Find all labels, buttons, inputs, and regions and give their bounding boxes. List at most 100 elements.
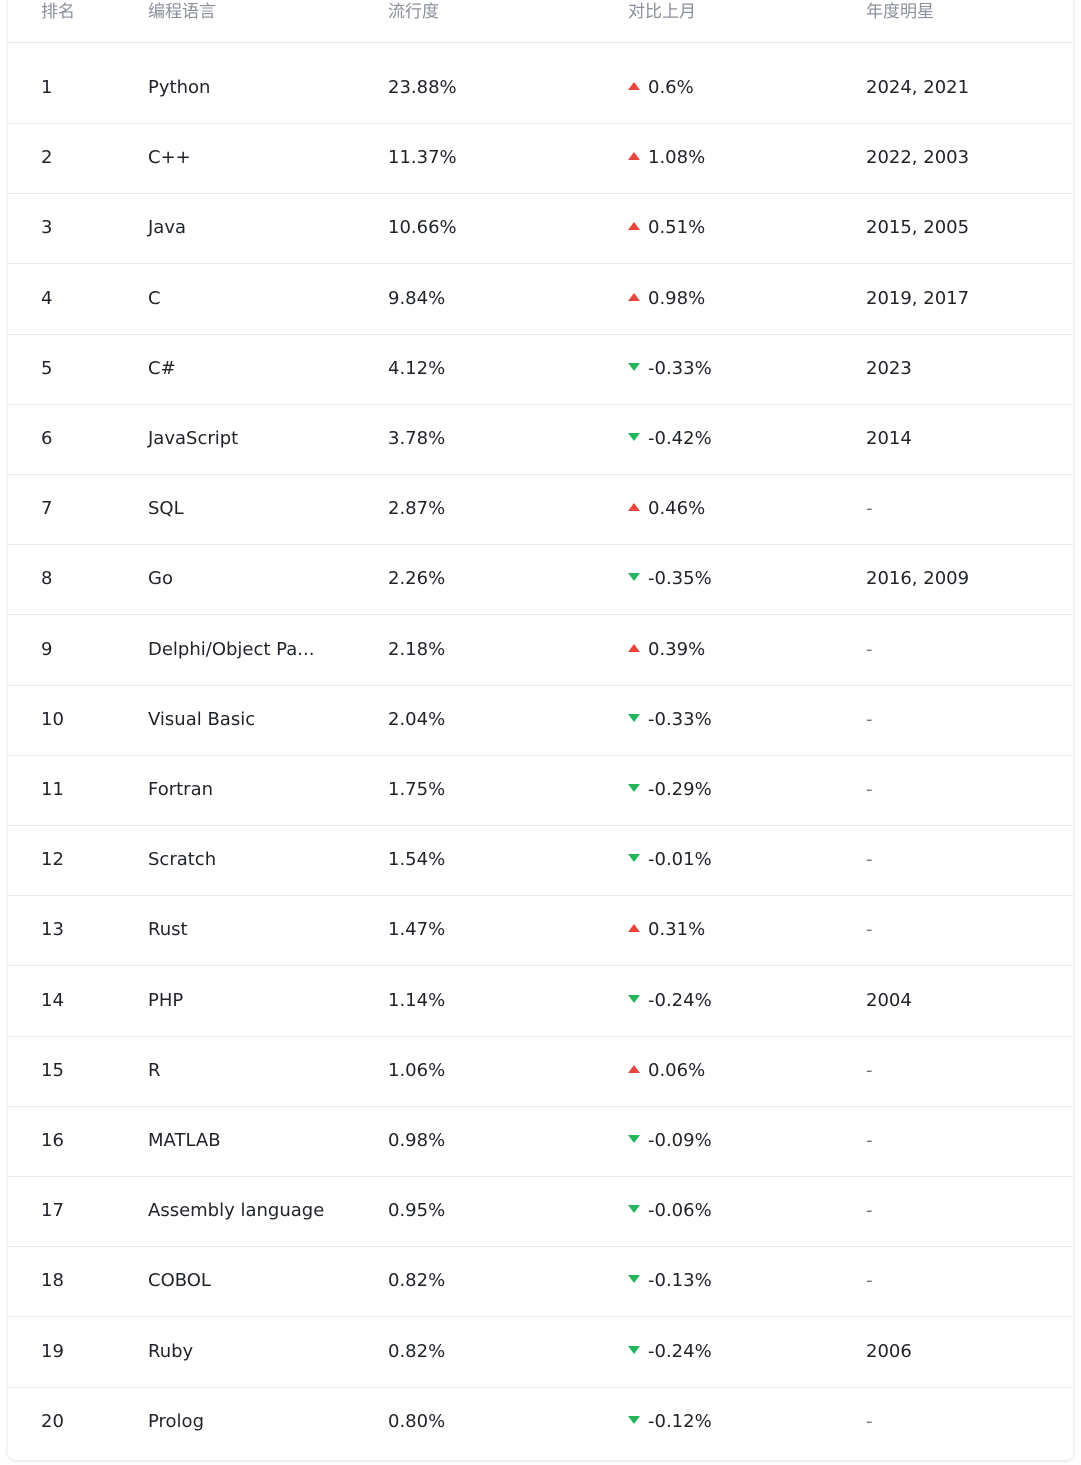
table-row[interactable]: 10 Visual Basic 2.04% -0.33% - <box>8 685 1073 756</box>
popularity-cell: 0.82% <box>388 1270 446 1292</box>
star-year-cell: - <box>866 1130 873 1151</box>
change-value: -0.09% <box>648 1130 712 1151</box>
triangle-down-icon <box>628 433 640 441</box>
popularity-cell: 1.54% <box>388 849 446 871</box>
triangle-up-icon <box>628 643 640 652</box>
language-cell: Assembly language <box>148 1200 325 1222</box>
language-cell: Prolog <box>148 1410 204 1432</box>
table-row[interactable]: 19 Ruby 0.82% -0.24% 2006 <box>8 1317 1073 1388</box>
language-cell: Python <box>148 77 211 98</box>
table-row[interactable]: 11 Fortran 1.75% -0.29% - <box>8 755 1073 826</box>
change-cell: -0.42% <box>628 404 712 474</box>
change-cell: -0.24% <box>628 966 712 1036</box>
change-cell: 0.39% <box>628 615 705 685</box>
table-row[interactable]: 5 C# 4.12% -0.33% 2023 <box>8 334 1073 405</box>
star-year-cell: - <box>866 498 873 520</box>
change-cell: -0.35% <box>628 544 712 614</box>
triangle-down-icon <box>628 1275 640 1284</box>
change-cell: -0.12% <box>628 1387 712 1457</box>
rank-cell: 8 <box>41 568 53 590</box>
change-value: -0.24% <box>648 1340 712 1362</box>
triangle-up-icon <box>628 152 640 161</box>
change-cell: -0.24% <box>628 1317 712 1387</box>
popularity-cell: 1.47% <box>388 919 446 941</box>
popularity-cell: 9.84% <box>388 287 446 309</box>
rank-cell: 12 <box>41 849 64 871</box>
change-cell: 1.08% <box>628 123 705 193</box>
rank-cell: 17 <box>41 1200 64 1222</box>
rank-cell: 13 <box>41 919 64 941</box>
header-language[interactable]: 编程语言 <box>148 2 216 22</box>
triangle-up-icon <box>628 503 640 512</box>
table-row[interactable]: 17 Assembly language 0.95% -0.06% - <box>8 1176 1073 1248</box>
change-value: -0.01% <box>648 849 712 871</box>
table-row[interactable]: 14 PHP 1.14% -0.24% 2004 <box>8 966 1073 1037</box>
star-year-cell: - <box>866 708 873 730</box>
popularity-cell: 0.80% <box>388 1410 446 1432</box>
change-cell: 0.51% <box>628 193 705 263</box>
triangle-down-icon <box>628 1345 640 1354</box>
table-row[interactable]: 12 Scratch 1.54% -0.01% - <box>8 825 1073 897</box>
table-row[interactable]: 16 MATLAB 0.98% -0.09% - <box>8 1106 1073 1177</box>
change-cell: 0.31% <box>628 895 705 965</box>
table-row[interactable]: 2 C++ 11.37% 1.08% 2022, 2003 <box>8 123 1073 195</box>
star-year-cell: - <box>866 849 873 871</box>
rank-cell: 20 <box>41 1410 64 1432</box>
table-row[interactable]: 8 Go 2.26% -0.35% 2016, 2009 <box>8 544 1073 616</box>
table-row[interactable]: 18 COBOL 0.82% -0.13% - <box>8 1246 1073 1318</box>
language-cell: JavaScript <box>148 428 239 449</box>
table-row[interactable]: 4 C 9.84% 0.98% 2019, 2017 <box>8 264 1073 335</box>
triangle-up-icon <box>628 222 640 231</box>
table-row[interactable]: 3 Java 10.66% 0.51% 2015, 2005 <box>8 193 1073 265</box>
rank-cell: 1 <box>41 77 53 98</box>
popularity-cell: 1.14% <box>388 989 446 1011</box>
triangle-down-icon <box>628 1415 640 1424</box>
popularity-cell: 0.82% <box>388 1340 446 1362</box>
table-row[interactable]: 1 Python 23.88% 0.6% 2024, 2021 <box>8 53 1073 124</box>
change-value: 0.46% <box>648 498 706 520</box>
change-value: 1.08% <box>648 147 706 169</box>
triangle-down-icon <box>628 713 640 722</box>
table-row[interactable]: 15 R 1.06% 0.06% - <box>8 1036 1073 1107</box>
ranking-table: 排名 编程语言 流行度 对比上月 年度明星 1 Python 23.88% 0.6% 2… <box>8 0 1073 1460</box>
language-cell: COBOL <box>148 1270 211 1292</box>
header-change[interactable]: 对比上月 <box>628 2 696 22</box>
language-cell: Ruby <box>148 1340 194 1362</box>
header-rank[interactable]: 排名 <box>41 2 75 22</box>
table-row[interactable]: 7 SQL 2.87% 0.46% - <box>8 474 1073 546</box>
popularity-cell: 2.26% <box>388 568 446 590</box>
popularity-cell: 10.66% <box>388 217 457 239</box>
triangle-down-icon <box>628 994 640 1003</box>
rank-cell: 7 <box>41 498 53 520</box>
star-year-cell: - <box>866 638 873 660</box>
table-row[interactable]: 20 Prolog 0.80% -0.12% - <box>8 1387 1073 1457</box>
change-value: -0.06% <box>648 1200 712 1222</box>
table-row[interactable]: 9 Delphi/Object Pa... 2.18% 0.39% - <box>8 615 1073 686</box>
change-value: -0.29% <box>648 779 712 800</box>
change-value: 0.31% <box>648 919 706 941</box>
rank-cell: 11 <box>41 779 64 800</box>
change-value: -0.12% <box>648 1410 712 1432</box>
popularity-cell: 0.95% <box>388 1200 446 1222</box>
star-year-cell: - <box>866 1270 873 1292</box>
language-cell: SQL <box>148 498 184 520</box>
header-popularity[interactable]: 流行度 <box>388 2 439 22</box>
change-value: -0.35% <box>648 568 712 590</box>
triangle-up-icon <box>628 82 640 90</box>
change-value: -0.42% <box>648 428 712 449</box>
rank-cell: 16 <box>41 1130 64 1151</box>
change-value: 0.39% <box>648 638 706 660</box>
table-row[interactable]: 6 JavaScript 3.78% -0.42% 2014 <box>8 404 1073 475</box>
triangle-down-icon <box>628 854 640 863</box>
header-star-year[interactable]: 年度明星 <box>866 2 934 22</box>
star-year-cell: - <box>866 1059 873 1081</box>
table-row[interactable]: 13 Rust 1.47% 0.31% - <box>8 895 1073 967</box>
rank-cell: 3 <box>41 217 53 239</box>
triangle-up-icon <box>628 1064 640 1073</box>
star-year-cell: - <box>866 1200 873 1222</box>
change-value: 0.06% <box>648 1059 706 1081</box>
star-year-cell: 2014 <box>866 428 912 449</box>
rank-cell: 4 <box>41 287 53 309</box>
language-cell: C++ <box>148 147 191 169</box>
language-cell: C# <box>148 357 176 379</box>
